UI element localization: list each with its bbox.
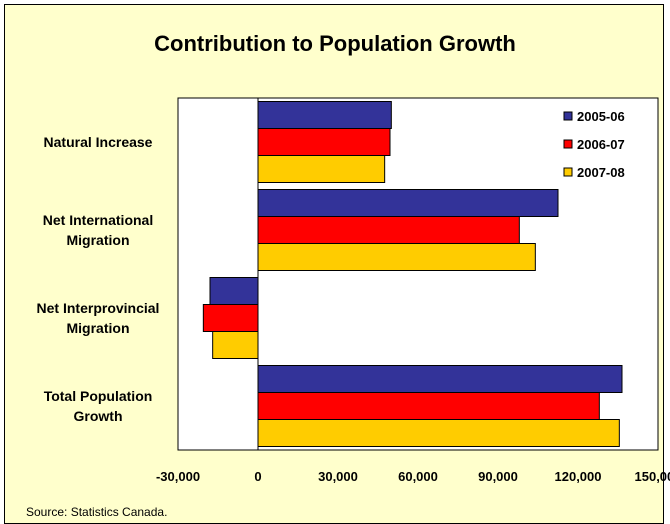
bar-2005-06-cat-1 bbox=[258, 190, 558, 217]
category-label-line: Growth bbox=[74, 408, 123, 424]
x-tick-label: 30,000 bbox=[318, 469, 358, 484]
legend-label: 2005-06 bbox=[577, 109, 625, 124]
category-label-line: Migration bbox=[67, 320, 130, 336]
legend-swatch bbox=[564, 168, 572, 176]
bar-2007-08-cat-3 bbox=[258, 420, 619, 447]
category-label-line: Natural Increase bbox=[44, 134, 153, 150]
x-tick-label: 150,000 bbox=[635, 469, 670, 484]
bar-2005-06-cat-2 bbox=[210, 278, 258, 305]
bar-2005-06-cat-3 bbox=[258, 366, 622, 393]
category-label: Net Interprovincial Migration bbox=[37, 300, 160, 336]
category-label: Net International Migration bbox=[43, 212, 153, 248]
bar-2007-08-cat-0 bbox=[258, 156, 385, 183]
x-tick-label: 90,000 bbox=[478, 469, 518, 484]
category-label: Total Population Growth bbox=[44, 388, 153, 424]
bar-2006-07-cat-1 bbox=[258, 217, 519, 244]
category-label-line: Net Interprovincial bbox=[37, 300, 160, 316]
x-tick-label: 0 bbox=[254, 469, 261, 484]
bar-2005-06-cat-0 bbox=[258, 102, 391, 129]
bar-2006-07-cat-3 bbox=[258, 393, 599, 420]
bar-2006-07-cat-2 bbox=[203, 305, 258, 332]
category-label: Natural Increase bbox=[44, 134, 153, 150]
legend-label: 2007-08 bbox=[577, 165, 625, 180]
bar-2007-08-cat-1 bbox=[258, 244, 535, 271]
bar-2007-08-cat-2 bbox=[213, 332, 258, 359]
legend-label: 2006-07 bbox=[577, 137, 625, 152]
category-labels: Natural Increase Net International Migrati… bbox=[37, 134, 160, 424]
x-tick-label: 60,000 bbox=[398, 469, 438, 484]
legend-swatch bbox=[564, 140, 572, 148]
x-tick-label: -30,000 bbox=[156, 469, 200, 484]
x-tick-label: 120,000 bbox=[555, 469, 602, 484]
category-label-line: Migration bbox=[67, 232, 130, 248]
category-label-line: Net International bbox=[43, 212, 153, 228]
category-label-line: Total Population bbox=[44, 388, 153, 404]
bar-2006-07-cat-0 bbox=[258, 129, 390, 156]
tick-labels: -30,000 0 30,000 60,000 90,000 120,000 150,000 bbox=[156, 469, 670, 484]
legend-swatch bbox=[564, 112, 572, 120]
